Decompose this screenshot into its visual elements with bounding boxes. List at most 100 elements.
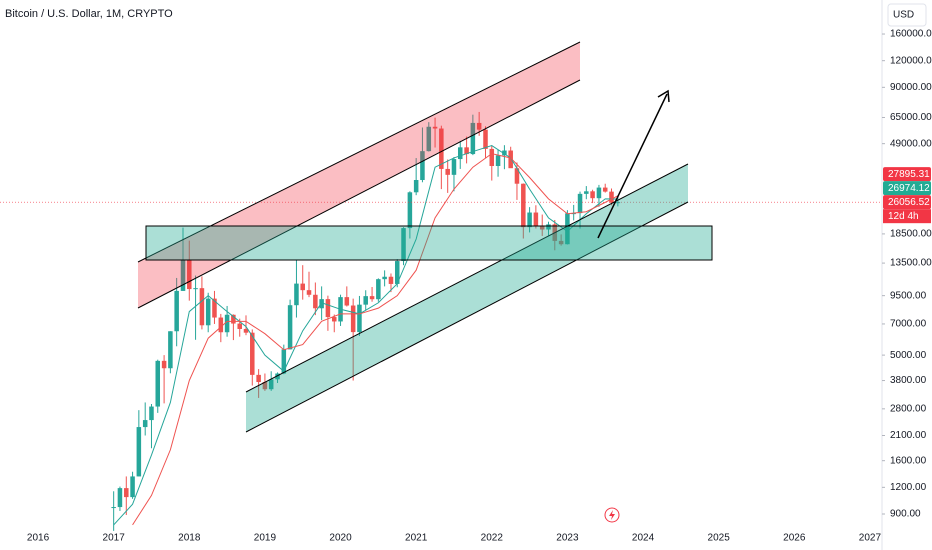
green-channel (246, 164, 688, 432)
x-tick-label: 2021 (405, 533, 428, 544)
candle-body (464, 147, 469, 155)
red-channel (138, 42, 580, 308)
x-tick-label: 2027 (859, 533, 882, 544)
candle-body (180, 260, 186, 291)
candle-body (401, 228, 406, 262)
candle-body (609, 191, 614, 203)
candle-body (602, 187, 608, 192)
x-tick-label: 2024 (632, 533, 655, 544)
price-label-box (883, 181, 931, 196)
candle-body (394, 261, 400, 284)
candle-body (350, 305, 356, 333)
event-icon-bolt (609, 510, 615, 520)
candle-body (533, 212, 539, 227)
candle-body (426, 126, 432, 152)
candle-body (168, 331, 173, 369)
candle-body (287, 305, 293, 350)
currency-label: USD (893, 10, 914, 21)
candle-body (155, 360, 161, 407)
candle-body (565, 213, 570, 245)
y-tick-label: 18500.00 (890, 229, 932, 240)
candle-body (596, 187, 602, 199)
candle-body (344, 297, 350, 306)
candle-body (363, 296, 368, 305)
candle-body (495, 155, 501, 167)
candle-body (476, 122, 482, 130)
plot (0, 111, 882, 531)
candle-body (527, 212, 532, 228)
candle-body (199, 288, 205, 326)
candle-body (457, 147, 463, 160)
candle-body (300, 283, 305, 291)
support-zone (145, 225, 713, 261)
candle-body (577, 193, 583, 214)
candle-body (445, 168, 450, 175)
candle-body (325, 299, 331, 318)
price-label-box (883, 167, 931, 182)
y-tick-label: 5000.00 (890, 350, 927, 361)
candle-body (357, 304, 362, 333)
candle-body (432, 126, 438, 129)
x-tick-label: 2022 (481, 533, 504, 544)
candle-body (250, 332, 255, 375)
price-label: 26056.52 (888, 197, 930, 208)
candle-body (470, 122, 476, 155)
currency-button[interactable] (887, 3, 927, 27)
candle-body (407, 192, 413, 229)
candle-body (313, 294, 318, 309)
event-icon[interactable] (604, 507, 620, 523)
x-tick-label: 2019 (254, 533, 277, 544)
ma-line (113, 145, 618, 526)
candle-body (218, 317, 224, 333)
candle-body (262, 382, 268, 390)
y-tick-label: 1600.00 (890, 455, 927, 466)
candle-body (174, 290, 179, 332)
y-tick-label: 90000.00 (890, 82, 932, 93)
drawings (137, 41, 713, 523)
price-label: 27895.31 (888, 169, 930, 180)
candle-body (539, 226, 545, 230)
y-tick-label: 49000.00 (890, 138, 932, 149)
candle-body (439, 128, 444, 169)
candle-body (584, 191, 589, 194)
candle-body (275, 373, 280, 380)
x-tick-label: 2020 (329, 533, 352, 544)
candle-body (237, 323, 242, 329)
candle-body (161, 360, 167, 369)
candle-body (149, 406, 154, 421)
x-tick-label: 2016 (27, 533, 50, 544)
candle-body (231, 314, 236, 324)
candle-body (205, 298, 211, 326)
candle-body (281, 349, 287, 374)
channel-edge (137, 41, 581, 263)
candle-body (243, 328, 249, 333)
countdown: 12d 4h (888, 211, 919, 222)
y-tick-label: 1200.00 (890, 482, 927, 493)
channel-edge (137, 79, 581, 309)
candle-body (187, 260, 192, 290)
candle-body (571, 213, 576, 215)
candle-body (294, 283, 299, 306)
candle-body (130, 476, 135, 498)
channel-edge (245, 163, 689, 393)
candle-body (319, 299, 324, 309)
candle-body (508, 150, 513, 169)
ma-line (132, 153, 619, 526)
candle-body (382, 276, 387, 280)
candle-body (590, 191, 595, 199)
x-tick-label: 2018 (178, 533, 201, 544)
candle-body (420, 151, 425, 181)
x-tick-label: 2017 (103, 533, 126, 544)
channel-edge (245, 201, 689, 433)
candle-body (331, 317, 337, 322)
candle-body (136, 427, 142, 477)
arrow (597, 93, 668, 239)
candle-body (615, 202, 621, 204)
price-label-box (883, 195, 931, 210)
candle-body (413, 180, 419, 193)
price-label: 26974.12 (888, 183, 930, 194)
candle-body (256, 374, 261, 383)
candle-body (142, 420, 148, 428)
candle-body (558, 240, 564, 245)
